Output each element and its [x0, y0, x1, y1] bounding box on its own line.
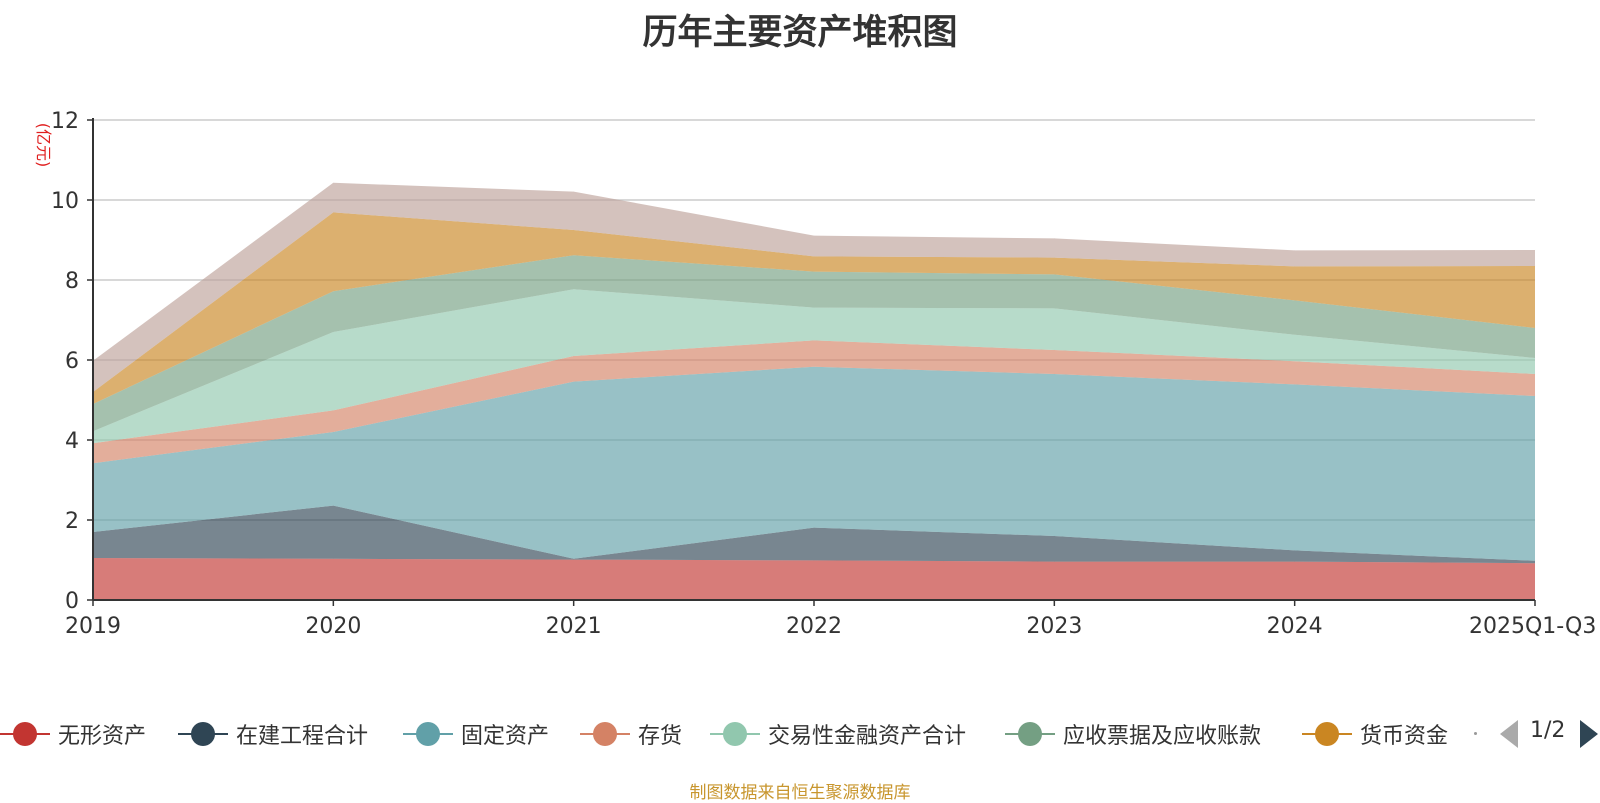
y-tick-label: 6	[65, 349, 79, 374]
legend-item-receivables[interactable]: 应收票据及应收账款	[1005, 714, 1261, 754]
x-tick-label: 2021	[546, 614, 602, 639]
x-tick-label: 2024	[1267, 614, 1323, 639]
legend-swatch-icon	[710, 714, 760, 754]
source-note: 制图数据来自恒生聚源数据库	[0, 778, 1600, 803]
y-axis-unit-label: (亿元)	[34, 123, 53, 168]
legend-page-indicator: 1/2	[1530, 718, 1565, 743]
x-tick-label: 2019	[65, 614, 121, 639]
y-tick-label: 2	[65, 509, 79, 534]
y-tick-label: 0	[65, 589, 79, 614]
legend-item-trading-financial-assets[interactable]: 交易性金融资产合计	[710, 714, 966, 754]
legend-item-intangible-assets[interactable]: 无形资产	[0, 714, 146, 754]
legend-label: 固定资产	[461, 718, 549, 750]
legend: 无形资产 在建工程合计 固定资产 存货 交易性金融资产合计 应收票据及应收账款 …	[0, 714, 1600, 754]
y-tick-label: 10	[51, 189, 79, 214]
legend-item-monetary-funds[interactable]: 货币资金	[1302, 714, 1448, 754]
legend-swatch-icon	[403, 714, 453, 754]
legend-swatch-icon	[1302, 714, 1352, 754]
legend-prev-page-icon[interactable]	[1500, 720, 1518, 748]
legend-swatch-icon	[1005, 714, 1055, 754]
x-tick-label: 2022	[786, 614, 842, 639]
legend-label: 货币资金	[1360, 718, 1448, 750]
area-series-无形资产	[93, 558, 1535, 600]
legend-label: 交易性金融资产合计	[768, 718, 966, 750]
legend-label: 存货	[638, 718, 682, 750]
legend-item-construction-in-progress[interactable]: 在建工程合计	[178, 714, 368, 754]
y-tick-label: 4	[65, 429, 79, 454]
legend-next-page-icon[interactable]	[1580, 720, 1598, 748]
legend-overflow-dot	[1474, 732, 1477, 735]
x-tick-label: 2020	[305, 614, 361, 639]
legend-item-inventory[interactable]: 存货	[580, 714, 682, 754]
y-tick-label: 8	[65, 269, 79, 294]
legend-label: 无形资产	[58, 718, 146, 750]
legend-label: 在建工程合计	[236, 718, 368, 750]
x-tick-label: 2025Q1-Q3	[1469, 614, 1596, 639]
legend-item-fixed-assets[interactable]: 固定资产	[403, 714, 549, 754]
legend-swatch-icon	[0, 714, 50, 754]
legend-swatch-icon	[580, 714, 630, 754]
x-tick-label: 2023	[1026, 614, 1082, 639]
legend-label: 应收票据及应收账款	[1063, 718, 1261, 750]
legend-swatch-icon	[178, 714, 228, 754]
y-tick-label: 12	[51, 109, 79, 134]
